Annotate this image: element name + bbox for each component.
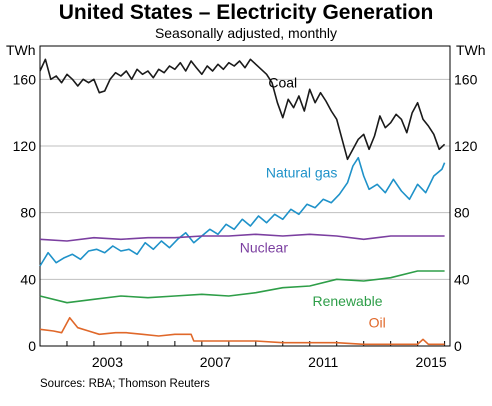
series-label-oil: Oil [369, 315, 386, 331]
y-tick-label-right: 40 [454, 271, 470, 287]
series-label-natural-gas: Natural gas [266, 165, 338, 181]
y-tick-label-right: 0 [454, 338, 462, 354]
y-axis-unit-left: TWh [6, 42, 36, 58]
series-line-oil [39, 316, 445, 346]
x-tick-label: 2003 [92, 354, 123, 370]
plot-frame [39, 45, 451, 347]
x-tick-label: 2015 [416, 354, 447, 370]
y-tick-label-left: 40 [20, 271, 36, 287]
y-tick-label-right: 160 [454, 71, 478, 87]
series-line-natural-gas [39, 156, 446, 267]
y-tick-label-right: 80 [454, 205, 470, 221]
y-tick-label-left: 120 [13, 138, 37, 154]
chart-subtitle: Seasonally adjusted, monthly [154, 25, 338, 41]
y-tick-label-left: 0 [28, 338, 36, 354]
series-label-renewable: Renewable [312, 293, 382, 309]
series-label-nuclear: Nuclear [240, 240, 289, 256]
chart-title: United States – Electricity Generation [58, 1, 434, 24]
series-line-coal [39, 58, 446, 161]
y-axis-unit-right: TWh [456, 42, 486, 58]
x-tick-label: 2011 [308, 354, 338, 370]
series-line-nuclear [39, 233, 445, 242]
y-tick-label-left: 160 [13, 71, 37, 87]
source-note: Sources: RBA; Thomson Reuters [40, 378, 210, 390]
y-tick-label-left: 80 [20, 205, 36, 221]
series-line-renewable [39, 270, 445, 304]
series-label-coal: Coal [268, 75, 297, 91]
x-tick-label: 2007 [200, 354, 231, 370]
y-tick-label-right: 120 [454, 138, 478, 154]
